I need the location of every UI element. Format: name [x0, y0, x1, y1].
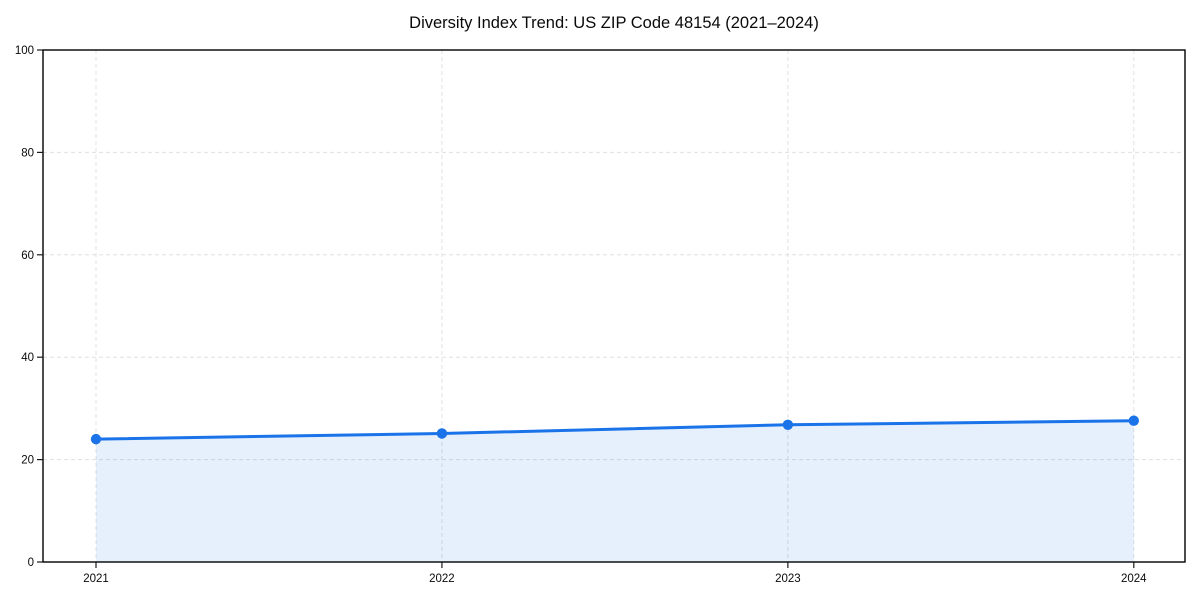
data-point-2022	[436, 428, 448, 439]
data-point-2023	[782, 419, 794, 430]
data-point-2024	[1128, 415, 1140, 426]
data-point-2021	[90, 433, 102, 445]
y-tick-label: 80	[21, 147, 34, 159]
plot-frame	[42, 49, 1186, 563]
x-tick-label: 2023	[775, 573, 801, 585]
y-axis-tick-labels: 0 20 40 60 80 100	[15, 45, 34, 569]
x-tick-label: 2022	[429, 573, 455, 585]
area-fill	[96, 420, 1134, 562]
x-tick-label: 2021	[83, 573, 109, 585]
trend-line	[94, 419, 1136, 441]
axis-tick-marks	[37, 49, 1135, 568]
y-tick-label: 60	[21, 250, 34, 262]
data-point-markers	[90, 415, 1140, 445]
y-tick-label: 0	[28, 557, 34, 569]
x-tick-label: 2024	[1121, 573, 1147, 585]
x-axis-tick-labels: 2021 2022 2023 2024	[83, 573, 1147, 585]
area-under-line	[96, 420, 1134, 562]
y-tick-label: 20	[21, 455, 34, 467]
y-tick-label: 100	[15, 45, 34, 57]
chart-title: Diversity Index Trend: US ZIP Code 48154…	[409, 14, 819, 32]
y-tick-label: 40	[21, 352, 34, 364]
gridlines	[43, 50, 1185, 562]
line-series	[94, 419, 1136, 441]
